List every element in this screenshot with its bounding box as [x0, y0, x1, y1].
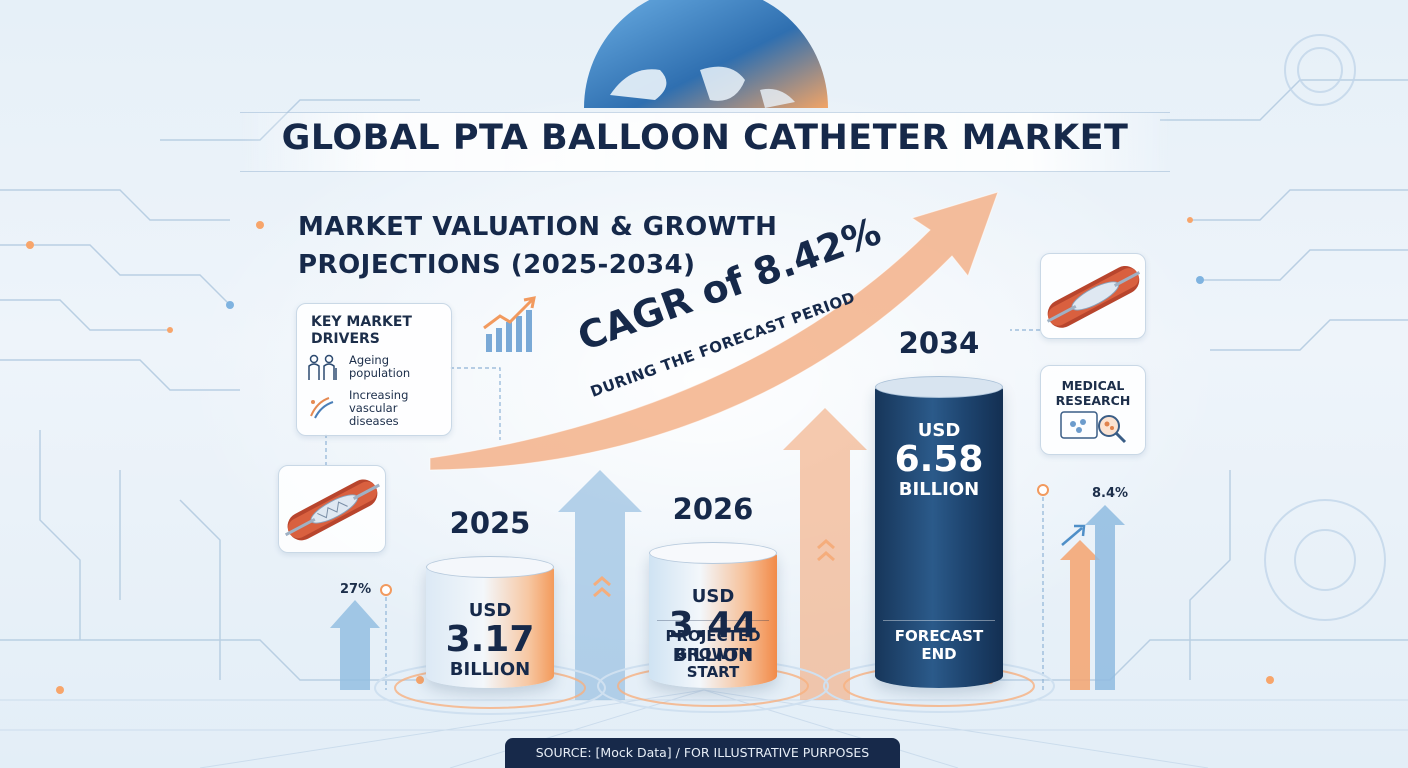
driver-vascular-line-2: vascular — [349, 401, 398, 415]
bar-note-2034: FORECAST END — [883, 620, 995, 663]
year-label-2025: 2025 — [449, 506, 531, 540]
bar-unit-prefix: USD — [691, 585, 735, 607]
driver-ageing-line-1: Ageing — [349, 353, 390, 367]
research-title-line-1: MEDICAL — [1061, 378, 1125, 393]
research-title: MEDICAL RESEARCH — [1041, 378, 1145, 408]
driver-item-ageing: Ageing population — [349, 354, 444, 380]
bar-unit-suffix: BILLION — [672, 644, 754, 666]
catheter-image-right — [1040, 253, 1146, 339]
bar-2025 — [426, 558, 554, 688]
right-percentage: 8.4% — [1092, 486, 1129, 501]
catheter-image-left — [278, 465, 386, 553]
research-title-line-2: RESEARCH — [1055, 393, 1131, 408]
bar-value-label-2026: USD 3.44 BILLION — [649, 586, 777, 666]
bar-value-label-2025: USD 3.17 BILLION — [426, 600, 554, 680]
bar-value: 6.58 — [894, 439, 984, 480]
driver-item-vascular: Increasing vascular diseases — [349, 389, 444, 428]
medical-research-card: MEDICAL RESEARCH — [1040, 365, 1146, 455]
page-title: GLOBAL PTA BALLOON CATHETER MARKET — [281, 118, 1129, 158]
source-footer: SOURCE: [Mock Data] / FOR ILLUSTRATIVE P… — [505, 738, 900, 768]
microscope-icon — [1060, 411, 1127, 444]
year-label-2034: 2034 — [898, 326, 980, 360]
bar-2034 — [875, 378, 1003, 688]
driver-vascular-line-3: diseases — [349, 414, 399, 428]
drivers-title-line-2: DRIVERS — [311, 331, 380, 347]
bar-value-label-2034: USD 6.58 BILLION — [875, 420, 1003, 500]
growth-chart-icon — [483, 296, 536, 352]
drivers-title: KEY MARKET DRIVERS — [311, 314, 441, 348]
bar-top-2026 — [649, 541, 777, 564]
left-percentage: 27% — [340, 582, 372, 597]
people-icon — [305, 354, 341, 386]
bar-top-2034 — [875, 376, 1003, 398]
title-band — [240, 112, 1170, 172]
year-label-2026: 2026 — [672, 491, 754, 526]
bar-unit-suffix: BILLION — [898, 479, 980, 500]
globe-icon — [584, 0, 828, 108]
vessel-icon — [305, 392, 341, 424]
bar-value: 3.17 — [445, 619, 535, 660]
key-drivers-card: KEY MARKET DRIVERS Ageing population Inc… — [296, 303, 452, 436]
bar-2026 — [649, 543, 777, 688]
drivers-title-line-1: KEY MARKET — [311, 314, 412, 330]
bar-unit-suffix: BILLION — [449, 659, 531, 680]
balloon-catheter-icon-2 — [1046, 265, 1141, 328]
driver-ageing-line-2: population — [349, 366, 411, 380]
subtitle-line-1: MARKET VALUATION & GROWTH — [298, 212, 778, 242]
driver-vascular-line-1: Increasing — [349, 388, 409, 402]
balloon-catheter-icon — [284, 479, 380, 541]
bar-value: 3.44 — [668, 604, 758, 646]
bar-top-2025 — [426, 556, 554, 578]
bar-unit-prefix: USD — [917, 420, 961, 441]
subtitle-line-2: PROJECTIONS (2025-2034) — [298, 250, 696, 280]
subtitle: MARKET VALUATION & GROWTH PROJECTIONS (2… — [298, 208, 818, 284]
bar-note-2026: PROJECTED GROWTH START — [657, 620, 769, 681]
bar-unit-prefix: USD — [468, 600, 512, 621]
